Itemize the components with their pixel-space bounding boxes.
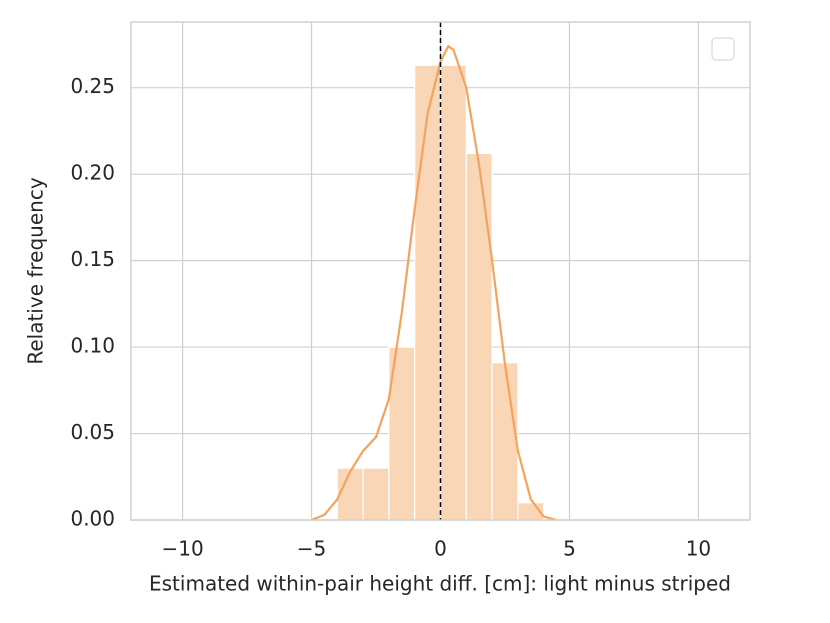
x-tick-label: −10 <box>161 537 203 561</box>
legend-box <box>711 37 735 61</box>
bar <box>414 64 442 521</box>
frame <box>130 21 751 521</box>
y-tick-label: 0.20 <box>70 161 115 185</box>
bar <box>336 467 364 521</box>
bar <box>362 467 390 521</box>
bar <box>439 64 467 521</box>
x-tick-label: 10 <box>686 537 711 561</box>
kde-line <box>311 44 557 522</box>
bar <box>465 152 493 521</box>
y-tick-label: 0.25 <box>70 74 115 98</box>
x-axis-label: Estimated within-pair height diff. [cm]:… <box>149 572 731 596</box>
x-tick-label: 5 <box>563 537 576 561</box>
y-axis-label: Relative frequency <box>24 177 48 364</box>
y-tick-label: 0.15 <box>70 247 115 271</box>
x-tick-label: 0 <box>434 537 447 561</box>
y-tick-label: 0.00 <box>70 507 115 531</box>
x-tick-label: −5 <box>297 537 326 561</box>
y-tick-label: 0.10 <box>70 334 115 358</box>
bar <box>491 362 519 521</box>
y-tick-label: 0.05 <box>70 420 115 444</box>
